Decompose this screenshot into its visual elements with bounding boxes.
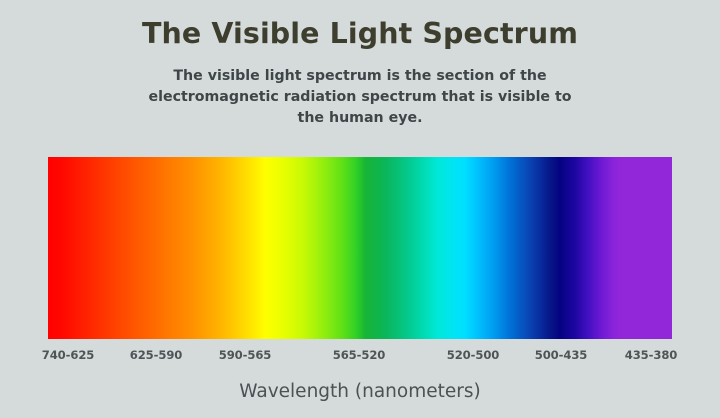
tick-label-740-625: 740-625 [41,348,95,362]
tick-label-565-520: 565-520 [332,348,386,362]
page-title: The Visible Light Spectrum [141,17,579,50]
x-axis-tick-labels: 740-625 625-590 590-565 565-520 520-500 … [0,348,720,366]
tick-label-435-380: 435-380 [624,348,678,362]
tick-label-520-500: 520-500 [446,348,500,362]
tick-label-625-590: 625-590 [129,348,183,362]
spectrum-gradient-band [48,157,672,339]
tick-label-590-565: 590-565 [218,348,272,362]
spectrum-chart [48,157,672,339]
tick-label-500-435: 500-435 [534,348,588,362]
subtitle-description: The visible light spectrum is the sectio… [148,68,572,127]
x-axis-title: Wavelength (nanometers) [239,381,481,402]
